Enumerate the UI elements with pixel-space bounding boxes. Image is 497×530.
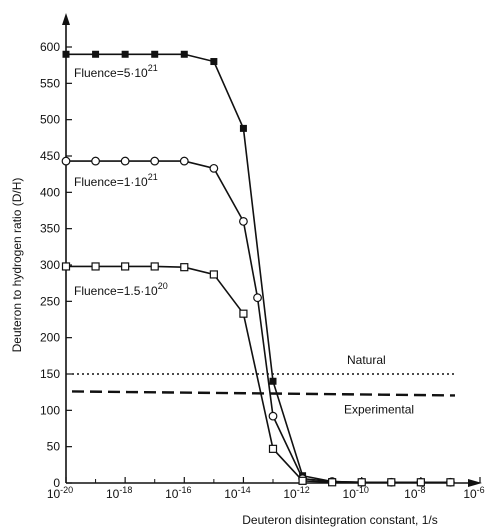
series-line	[66, 160, 451, 484]
data-point	[268, 411, 278, 421]
y-tick-label: 600	[40, 40, 60, 54]
reference-lines: Natural Experimental	[71, 353, 456, 416]
data-point	[121, 50, 129, 58]
series-line	[66, 265, 451, 484]
x-axis-title: Deuteron disintegration constant, 1/s	[242, 513, 437, 527]
data-point	[180, 50, 188, 58]
chart-text: Deuteron disintegration constant, 1/s Deu…	[10, 63, 438, 527]
series-annotation: Fluence=1·1021	[74, 172, 158, 189]
data-point	[62, 50, 70, 58]
y-tick-label: 400	[40, 185, 60, 199]
y-tick-label: 0	[53, 476, 60, 490]
data-point	[92, 50, 100, 58]
data-point	[61, 262, 71, 271]
y-tick-label: 50	[47, 440, 61, 454]
data-point	[120, 156, 130, 166]
y-tick-label: 450	[40, 149, 60, 163]
data-point	[91, 156, 100, 166]
data-point	[416, 478, 425, 487]
x-axis-arrow	[468, 479, 482, 487]
x-tick-label: 10-14	[224, 485, 250, 501]
x-tick-label: 10-20	[47, 485, 73, 501]
y-axis-arrow	[62, 13, 70, 25]
data-point	[61, 156, 71, 166]
reference-line-dashed	[71, 390, 456, 397]
data-point	[209, 163, 219, 173]
reference-label-dashed: Experimental	[344, 402, 414, 416]
chart-axes: 0 50 100 150 200 250 300 350 400 450 500 550 600 10-2…	[40, 13, 485, 501]
data-point	[387, 478, 396, 487]
data-point	[357, 478, 366, 487]
data-point	[91, 262, 100, 271]
y-tick-label: 550	[40, 76, 60, 90]
data-point	[180, 263, 189, 272]
y-tick-label: 150	[40, 367, 60, 381]
x-tick-label: 10-8	[404, 485, 425, 501]
data-point	[150, 156, 160, 166]
y-tick-label: 300	[40, 258, 60, 272]
data-point	[150, 262, 159, 271]
data-series	[61, 50, 455, 487]
data-point	[446, 478, 455, 487]
data-point	[298, 476, 307, 485]
data-point	[210, 58, 218, 66]
data-point	[239, 124, 247, 132]
series-annotation: Fluence=1.5·1020	[74, 281, 168, 298]
data-point	[239, 309, 248, 318]
data-point	[239, 216, 248, 226]
data-point	[209, 270, 218, 279]
reference-label-dotted: Natural	[347, 353, 386, 367]
y-tick-label: 350	[40, 222, 60, 236]
data-point	[121, 262, 130, 271]
data-point	[179, 156, 189, 166]
y-tick-label: 500	[40, 113, 60, 127]
y-tick-label: 200	[40, 331, 60, 345]
data-point	[253, 293, 262, 303]
y-tick-label: 100	[40, 403, 60, 417]
series-annotation: Fluence=5·1021	[74, 63, 158, 80]
x-tick-label: 10-18	[106, 485, 132, 501]
x-tick-label: 10-6	[463, 485, 484, 501]
data-point	[269, 377, 277, 385]
y-axis-title: Deuteron to hydrogen ratio (D/H)	[10, 178, 24, 353]
x-tick-label: 10-10	[343, 485, 369, 501]
x-tick-label: 10-16	[165, 485, 191, 501]
data-point	[268, 444, 278, 453]
data-point	[151, 50, 159, 58]
data-point	[328, 478, 337, 487]
x-tick-label: 10-12	[283, 485, 309, 501]
y-tick-label: 250	[40, 294, 60, 308]
